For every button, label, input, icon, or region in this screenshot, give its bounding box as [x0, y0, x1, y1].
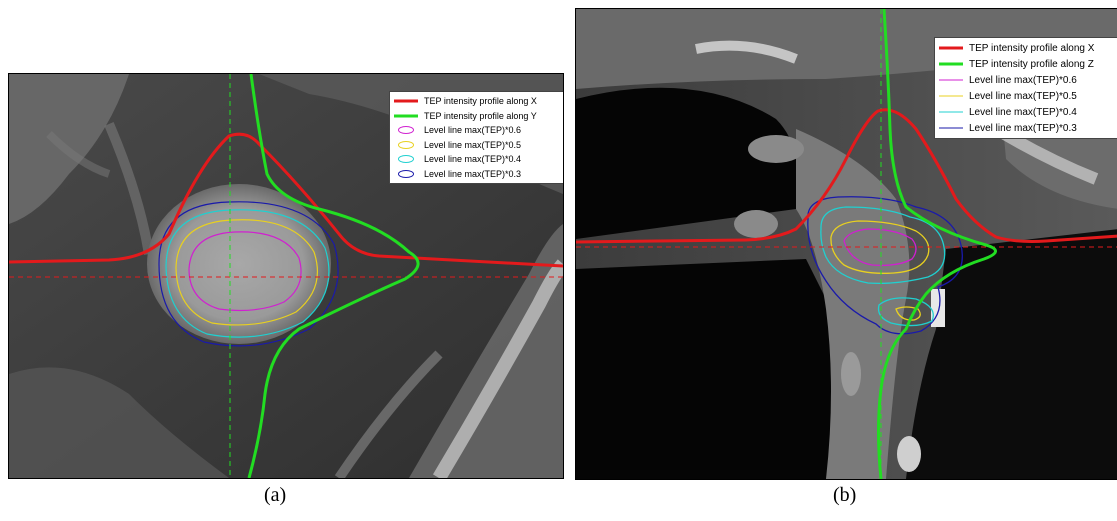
line-swatch-icon: [939, 123, 963, 133]
ellipse-swatch-icon: [394, 125, 418, 135]
line-swatch-icon: [394, 96, 418, 106]
ct-panel-b: TEP intensity profile along X TEP intens…: [575, 8, 1117, 480]
ellipse-swatch-icon: [394, 169, 418, 179]
legend-label: Level line max(TEP)*0.6: [969, 74, 1077, 86]
swatch-line: [939, 79, 963, 81]
line-swatch-icon: [939, 91, 963, 101]
legend-label: Level line max(TEP)*0.5: [969, 90, 1077, 102]
legend-item: Level line max(TEP)*0.5: [394, 138, 562, 153]
line-swatch-icon: [394, 111, 418, 121]
legend-label: Level line max(TEP)*0.5: [424, 139, 522, 150]
legend-item: Level line max(TEP)*0.6: [394, 123, 562, 138]
ct-panel-a: TEP intensity profile along X TEP intens…: [8, 73, 564, 479]
swatch-line: [939, 111, 963, 113]
ellipse-swatch-icon: [394, 154, 418, 164]
legend-label: TEP intensity profile along Z: [969, 58, 1094, 70]
legend-item: TEP intensity profile along X: [394, 94, 562, 109]
legend-item: Level line max(TEP)*0.3: [394, 167, 562, 182]
swatch-line: [394, 114, 418, 118]
line-swatch-icon: [939, 59, 963, 69]
legend-item: Level line max(TEP)*0.3: [939, 120, 1117, 136]
caption-a: (a): [264, 484, 287, 506]
legend-item: Level line max(TEP)*0.4: [939, 104, 1117, 120]
swatch-line: [939, 95, 963, 97]
legend-label: TEP intensity profile along Y: [424, 110, 537, 121]
legend-item: TEP intensity profile along X: [939, 40, 1117, 56]
caption-b: (b): [833, 484, 857, 506]
line-swatch-icon: [939, 43, 963, 53]
legend-label: Level line max(TEP)*0.4: [969, 106, 1077, 118]
legend-item: TEP intensity profile along Y: [394, 109, 562, 124]
legend-label: Level line max(TEP)*0.4: [424, 154, 522, 165]
swatch-ellipse: [398, 126, 414, 135]
swatch-ellipse: [398, 169, 414, 178]
swatch-line: [394, 99, 418, 103]
legend-label: Level line max(TEP)*0.6: [424, 125, 522, 136]
line-swatch-icon: [939, 75, 963, 85]
legend-label: Level line max(TEP)*0.3: [424, 168, 522, 179]
legend-a: TEP intensity profile along X TEP intens…: [389, 91, 563, 184]
legend-item: TEP intensity profile along Z: [939, 56, 1117, 72]
legend-item: Level line max(TEP)*0.4: [394, 152, 562, 167]
legend-item: Level line max(TEP)*0.5: [939, 88, 1117, 104]
swatch-line: [939, 127, 963, 129]
swatch-line: [939, 62, 963, 66]
legend-b: TEP intensity profile along X TEP intens…: [934, 37, 1117, 139]
legend-label: TEP intensity profile along X: [969, 42, 1095, 54]
legend-label: Level line max(TEP)*0.3: [969, 122, 1077, 134]
swatch-ellipse: [398, 155, 414, 164]
legend-label: TEP intensity profile along X: [424, 96, 537, 107]
swatch-line: [939, 46, 963, 50]
ellipse-swatch-icon: [394, 140, 418, 150]
line-swatch-icon: [939, 107, 963, 117]
swatch-ellipse: [398, 140, 414, 149]
legend-item: Level line max(TEP)*0.6: [939, 72, 1117, 88]
